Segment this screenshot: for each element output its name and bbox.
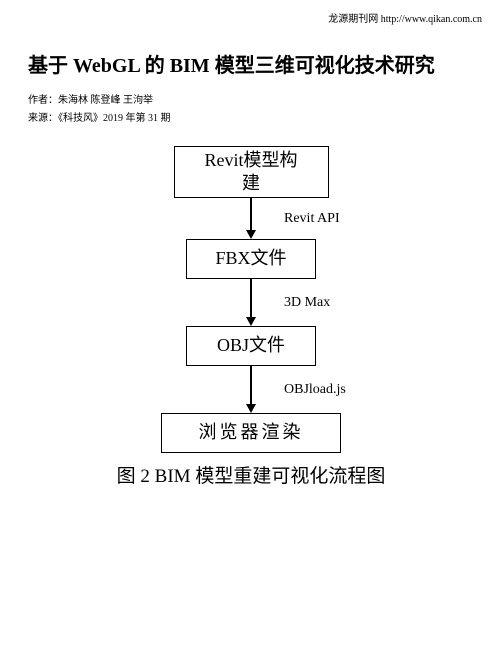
arrow-label: 3D Max — [284, 295, 330, 311]
flowchart-node: FBX文件 — [186, 239, 316, 279]
arrow-label: Revit API — [284, 211, 340, 227]
article-source: 来源：《科技风》2019 年第 31 期 — [28, 110, 474, 128]
node-text-line: FBX文件 — [215, 247, 286, 270]
flowchart-node: Revit模型构 建 — [174, 146, 329, 198]
node-text-line: 浏览器渲染 — [199, 421, 304, 444]
node-text-line: Revit模型构 — [205, 149, 298, 172]
arrow-line — [250, 366, 252, 404]
arrow-label: OBJload.js — [284, 382, 346, 398]
flowchart-container: Revit模型构 建 Revit API FBX文件 3D Max OBJ文件 — [28, 146, 474, 488]
journal-source-header: 龙源期刊网 http://www.qikan.com.cn — [328, 10, 482, 25]
flowchart-arrow: OBJload.js — [246, 366, 256, 413]
flowchart: Revit模型构 建 Revit API FBX文件 3D Max OBJ文件 — [117, 146, 386, 488]
article-authors: 作者：朱海林 陈登峰 王泃举 — [28, 92, 474, 110]
arrow-line — [250, 198, 252, 230]
flowchart-node: 浏览器渲染 — [161, 413, 341, 453]
flowchart-arrow: 3D Max — [246, 279, 256, 326]
node-text-line: OBJ文件 — [217, 334, 285, 357]
flowchart-caption: 图 2 BIM 模型重建可视化流程图 — [117, 461, 386, 488]
arrow-head-icon — [246, 230, 256, 239]
node-text-line: 建 — [242, 172, 260, 195]
arrow-line — [250, 279, 252, 317]
article-content: 基于 WebGL 的 BIM 模型三维可视化技术研究 作者：朱海林 陈登峰 王泃… — [0, 0, 502, 488]
article-title: 基于 WebGL 的 BIM 模型三维可视化技术研究 — [28, 50, 474, 82]
arrow-head-icon — [246, 317, 256, 326]
flowchart-node: OBJ文件 — [186, 326, 316, 366]
arrow-head-icon — [246, 404, 256, 413]
flowchart-arrow: Revit API — [246, 198, 256, 239]
